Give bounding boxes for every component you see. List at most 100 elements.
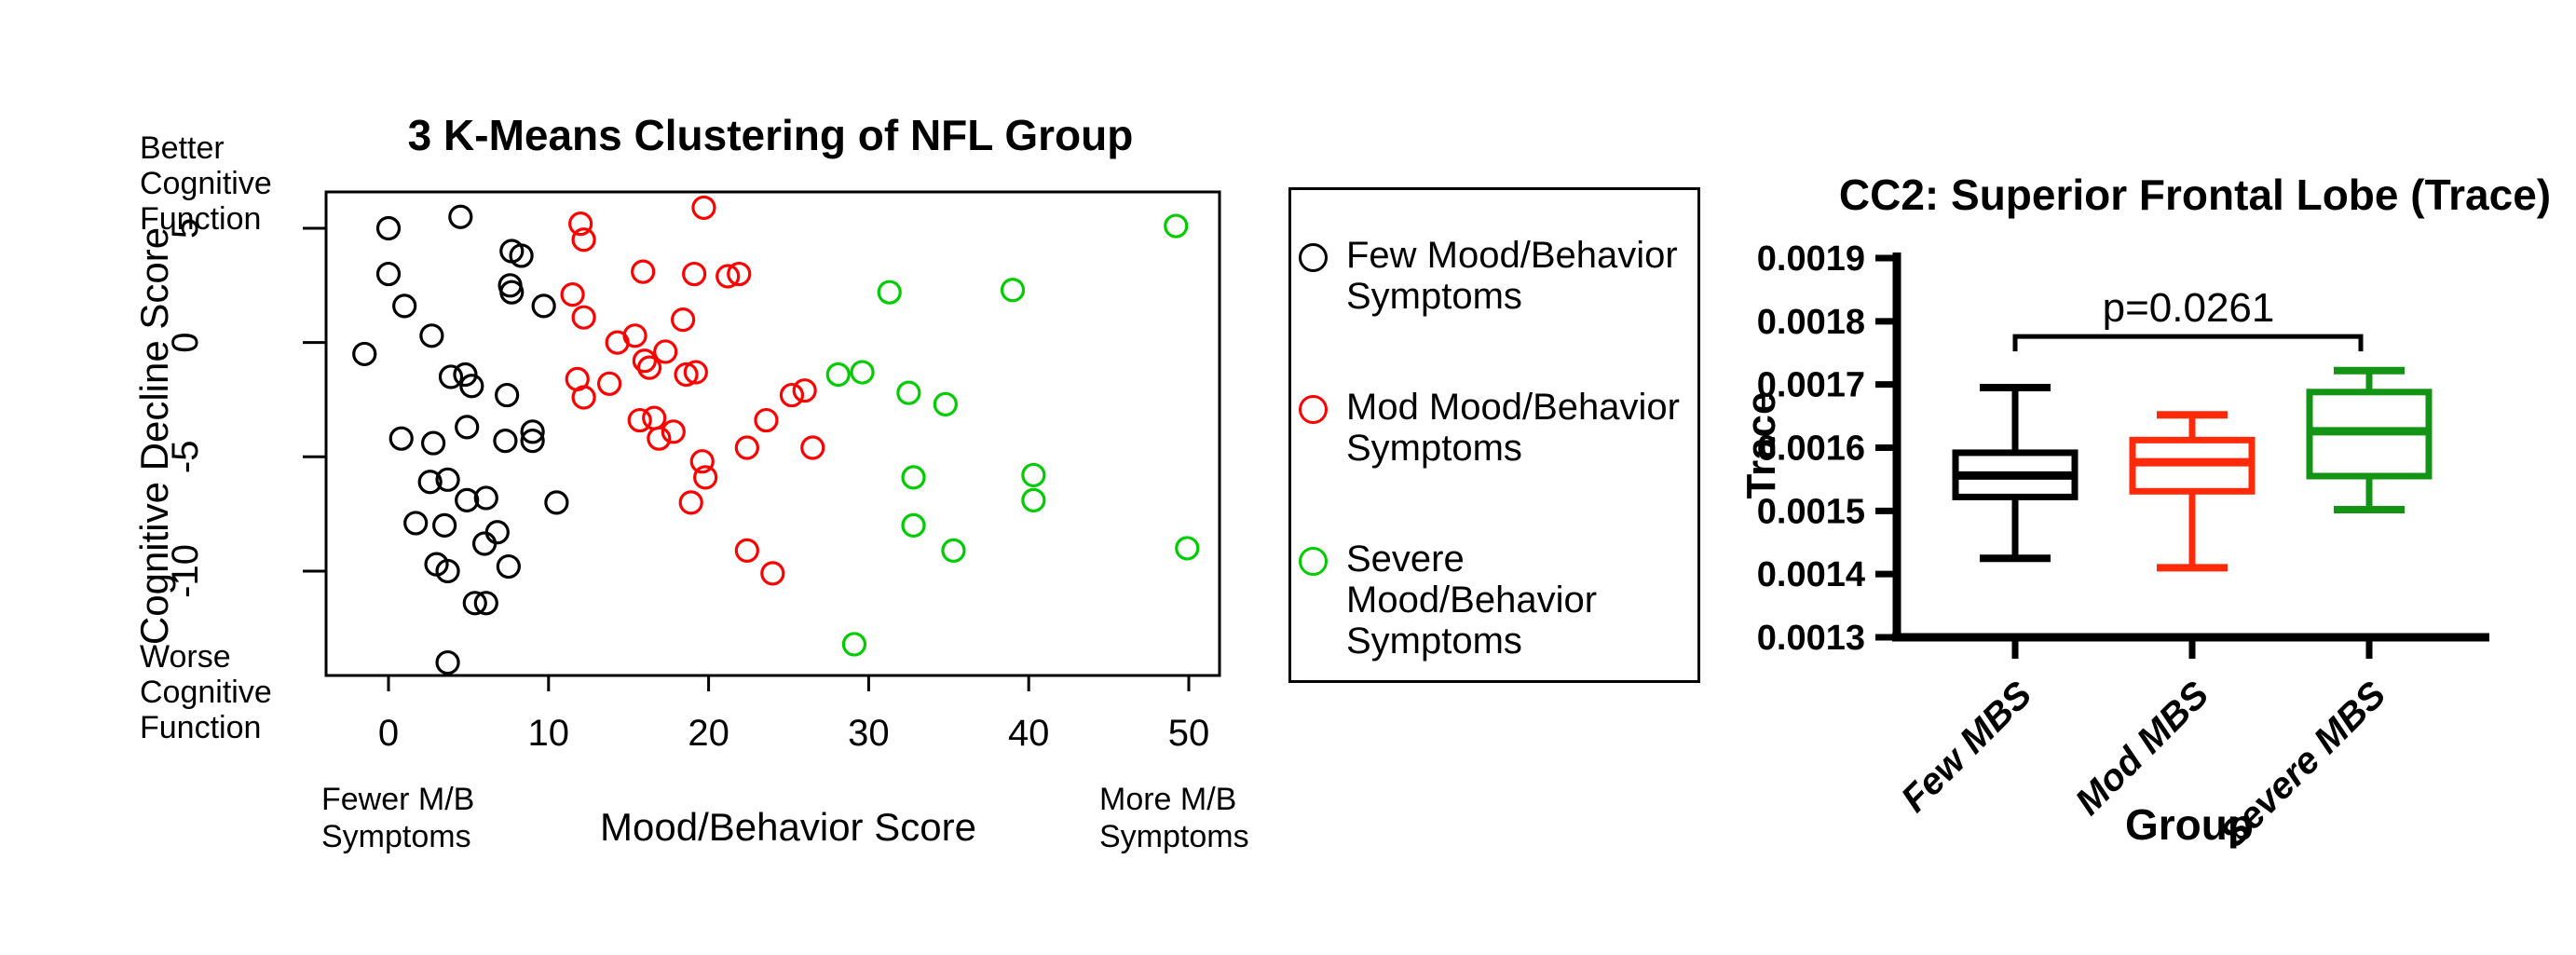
scatter-point bbox=[462, 591, 487, 616]
significance-bracket bbox=[2012, 334, 2364, 352]
scatter-point bbox=[432, 512, 457, 538]
scatter-point bbox=[596, 371, 622, 396]
box-plot: 0.0019 0.0018 0.0017 0.0016 0.0015 0.0014 0.00… bbox=[1757, 239, 2489, 855]
scatter-point bbox=[678, 490, 703, 515]
scatter-point bbox=[901, 465, 926, 490]
scatter-point bbox=[653, 339, 678, 364]
scatter-point bbox=[636, 355, 662, 380]
x-tick-label: 0 bbox=[378, 713, 399, 754]
scatter-point bbox=[438, 364, 464, 389]
scatter-point bbox=[671, 307, 696, 333]
scatter-point bbox=[642, 405, 667, 430]
scatter-point bbox=[627, 407, 652, 433]
legend-item-label: Mod Mood/Behavior Symptoms bbox=[1346, 387, 1680, 469]
scatter-series-0 bbox=[352, 204, 569, 675]
box-group-2 bbox=[2306, 366, 2433, 513]
fewer-symptoms-annotation: Fewer M/B Symptoms bbox=[321, 782, 475, 854]
x-tick-label: 20 bbox=[688, 713, 729, 754]
scatter-point bbox=[417, 470, 443, 495]
legend-item-label: Few Mood/Behavior Symptoms bbox=[1346, 235, 1678, 317]
x-tick-label: 10 bbox=[528, 713, 570, 754]
scatter-point bbox=[800, 435, 825, 460]
scatter-point bbox=[421, 430, 446, 456]
y-tick-label: 0 bbox=[165, 333, 206, 353]
legend-item-few: Few Mood/Behavior Symptoms bbox=[1299, 235, 1678, 317]
boxplot-y-tick-label: 0.0019 bbox=[1757, 239, 1865, 279]
scatter-point bbox=[674, 362, 699, 388]
scatter-point bbox=[473, 485, 498, 511]
scatter-point bbox=[392, 293, 417, 319]
scatter-point bbox=[1021, 487, 1046, 513]
mod-cluster-circle-icon bbox=[1299, 395, 1328, 424]
scatter-point bbox=[760, 561, 785, 586]
scatter-point bbox=[520, 429, 545, 454]
scatter-point bbox=[896, 380, 921, 405]
scatter-series-1 bbox=[560, 195, 825, 586]
scatter-point bbox=[495, 382, 520, 408]
boxplot-y-tick-label: 0.0015 bbox=[1757, 492, 1865, 531]
scatter-point bbox=[1175, 536, 1200, 561]
scatter-y-axis-label: Cognitive Decline Score bbox=[132, 226, 176, 646]
scatter-point bbox=[877, 280, 902, 305]
boxplot-y-tick-label: 0.0016 bbox=[1757, 429, 1865, 468]
boxplot-y-axis-label: Trace bbox=[1738, 391, 1784, 499]
boxplot-y-tick-label: 0.0013 bbox=[1757, 619, 1865, 658]
scatter-point bbox=[459, 374, 484, 399]
scatter-point bbox=[571, 385, 596, 410]
few-cluster-circle-icon bbox=[1299, 243, 1328, 272]
cluster-legend: Few Mood/Behavior Symptoms Mod Mood/Beha… bbox=[1288, 187, 1700, 683]
scatter-point bbox=[544, 490, 569, 515]
scatter-x-axis-label: Mood/Behavior Score bbox=[600, 805, 976, 849]
boxplot-title: CC2: Superior Frontal Lobe (Trace) bbox=[1838, 171, 2552, 219]
scatter-point bbox=[509, 243, 534, 268]
scatter-plot-border bbox=[324, 190, 1221, 677]
x-tick-label: 30 bbox=[848, 713, 890, 754]
scatter-point bbox=[632, 348, 657, 374]
boxplot-y-tick-label: 0.0017 bbox=[1757, 366, 1865, 405]
scatter-point bbox=[901, 512, 926, 538]
scatter-point bbox=[568, 211, 593, 237]
scatter-point bbox=[689, 449, 715, 474]
legend-item-mod: Mod Mood/Behavior Symptoms bbox=[1299, 387, 1680, 469]
scatter-point bbox=[716, 264, 741, 289]
scatter-point bbox=[792, 378, 817, 403]
boxplot-x-axis-label: Group bbox=[2125, 800, 2254, 849]
scatter-point bbox=[691, 195, 716, 221]
scatter-point bbox=[850, 360, 875, 385]
scatter-point bbox=[531, 293, 556, 319]
scatter-point bbox=[571, 305, 596, 330]
scatter-point bbox=[734, 538, 759, 563]
boxplot-x-tick-label: Few MBS bbox=[1894, 674, 2040, 820]
scatter-point bbox=[419, 323, 444, 348]
scatter-point bbox=[727, 261, 752, 287]
scatter-point bbox=[455, 487, 480, 513]
scatter-point bbox=[631, 259, 656, 284]
p-value-label: p=0.0261 bbox=[2102, 285, 2275, 331]
scatter-point bbox=[841, 632, 867, 657]
scatter-point bbox=[683, 360, 708, 385]
boxplot-y-tick-label: 0.0014 bbox=[1757, 555, 1865, 594]
scatter-point bbox=[560, 282, 585, 307]
scatter-point bbox=[622, 323, 647, 348]
scatter-point bbox=[941, 538, 966, 563]
scatter-series-2 bbox=[825, 213, 1200, 657]
scatter-point bbox=[473, 591, 498, 616]
y-tick-label: 5 bbox=[165, 218, 206, 239]
scatter-point bbox=[471, 531, 497, 556]
scatter-point bbox=[754, 407, 779, 433]
more-symptoms-annotation: More M/B Symptoms bbox=[1099, 782, 1249, 854]
scatter-point bbox=[496, 553, 521, 580]
box-group-1 bbox=[2129, 411, 2256, 572]
scatter-point bbox=[933, 391, 958, 416]
worse-cognitive-annotation: Worse Cognitive Function bbox=[140, 639, 272, 745]
scatter-point bbox=[455, 415, 480, 440]
scatter-title: 3 K-Means Clustering of NFL Group bbox=[407, 111, 1134, 159]
scatter-point bbox=[375, 261, 402, 287]
scatter-point bbox=[499, 280, 525, 305]
better-cognitive-annotation: Better Cognitive Function bbox=[140, 130, 272, 237]
scatter-point bbox=[352, 341, 377, 367]
y-tick-label: -10 bbox=[165, 544, 206, 598]
scatter-point bbox=[1000, 278, 1026, 303]
